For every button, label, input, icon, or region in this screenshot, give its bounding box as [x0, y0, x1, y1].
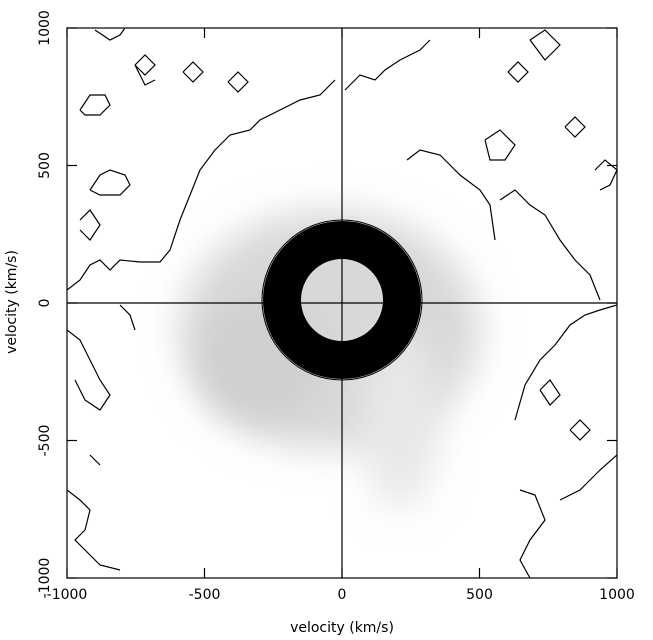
contour	[79, 209, 101, 241]
contour	[507, 61, 529, 83]
contour	[484, 129, 516, 161]
y-tick-label: 1000	[37, 10, 53, 46]
contour	[499, 189, 601, 301]
x-tick-label: -500	[189, 587, 221, 603]
contour	[79, 94, 111, 116]
contour	[182, 61, 204, 83]
y-tick-label: 0	[37, 299, 53, 308]
image-area	[67, 28, 617, 578]
contour	[519, 489, 546, 578]
contour	[67, 329, 111, 411]
x-tick-label: 0	[338, 587, 347, 603]
contour	[514, 304, 617, 421]
contour	[94, 28, 126, 41]
contour	[119, 304, 136, 331]
contour	[344, 39, 431, 91]
contour	[89, 169, 131, 196]
contour	[594, 159, 617, 191]
x-axis-label: velocity (km/s)	[290, 620, 394, 636]
x-tick-label: 500	[466, 587, 493, 603]
emission-tail	[360, 330, 440, 510]
y-tick-label: -1000	[37, 558, 53, 599]
contour	[134, 54, 156, 86]
y-axis-label: velocity (km/s)	[4, 250, 20, 354]
contour	[406, 149, 496, 241]
contour	[227, 71, 249, 93]
contour	[569, 419, 591, 441]
x-tick-label: 1000	[599, 587, 635, 603]
y-tick-label: -500	[37, 425, 53, 457]
contour	[67, 489, 121, 571]
y-tick-label: 500	[37, 152, 53, 179]
contour	[564, 116, 586, 138]
x-tick-label: -1000	[47, 587, 88, 603]
contour	[67, 79, 336, 291]
contour	[539, 379, 561, 406]
contour	[89, 454, 101, 466]
contour	[559, 454, 617, 501]
contour	[529, 29, 561, 61]
